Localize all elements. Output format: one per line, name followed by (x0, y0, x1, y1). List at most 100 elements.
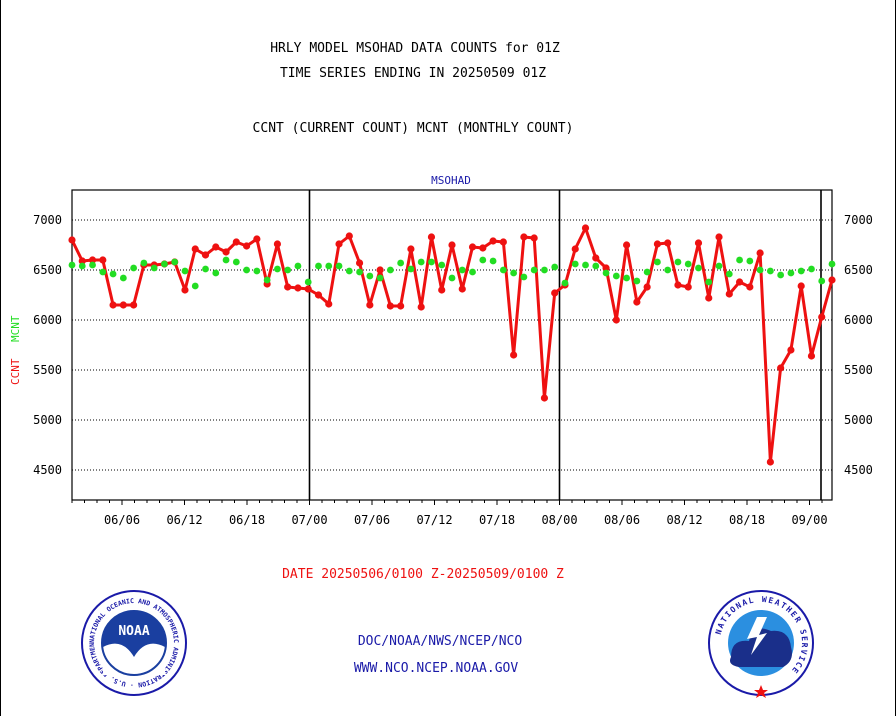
data-point-mcnt (797, 267, 805, 275)
data-point-mcnt (654, 258, 661, 266)
data-point-mcnt (520, 273, 528, 281)
data-point-mcnt (294, 262, 302, 270)
y-tick-label-left: 6000 (33, 313, 62, 327)
data-point-ccnt (510, 351, 518, 359)
x-tick-label: 08/18 (729, 513, 765, 527)
data-point-mcnt (448, 274, 456, 282)
data-point-mcnt (68, 261, 76, 269)
data-point-mcnt (469, 268, 476, 276)
data-point-ccnt (366, 301, 374, 309)
data-point-ccnt (777, 364, 785, 372)
data-point-ccnt (345, 232, 353, 240)
data-point-ccnt (407, 245, 415, 253)
noaa-logo-text: NOAA (118, 624, 149, 639)
data-point-mcnt (787, 269, 795, 277)
data-point-mcnt (109, 270, 117, 278)
data-point-ccnt (325, 300, 333, 308)
data-point-ccnt (78, 257, 86, 265)
data-point-ccnt (592, 254, 600, 262)
data-point-mcnt (99, 268, 107, 276)
data-point-mcnt (89, 261, 96, 269)
website-link[interactable]: WWW.NCO.NCEP.NOAA.GOV (354, 661, 519, 676)
data-point-mcnt (171, 258, 179, 266)
data-point-mcnt (582, 261, 589, 269)
tick-label-layer: 4500 4500 5000 5000 5500 5500 6000 6000 6500 6500… (33, 213, 873, 527)
data-point-ccnt (489, 237, 497, 245)
noaa-gull-icon (103, 643, 165, 675)
data-point-mcnt (695, 264, 702, 272)
data-point-mcnt (366, 272, 374, 280)
data-point-ccnt (674, 281, 682, 289)
y-tick-label-right: 5000 (844, 413, 873, 427)
axis-layer (71, 189, 833, 505)
data-point-mcnt (119, 274, 127, 282)
y-tick-label-left: 5500 (33, 363, 62, 377)
nws-cloud-icon (730, 628, 792, 667)
data-point-ccnt (602, 264, 610, 272)
data-point-ccnt (212, 243, 220, 251)
y-tick-label-right: 6000 (844, 313, 873, 327)
data-point-ccnt (520, 233, 528, 241)
data-point-ccnt (355, 259, 364, 267)
data-point-ccnt (438, 286, 446, 294)
data-point-ccnt (232, 238, 240, 246)
data-point-ccnt (201, 251, 210, 259)
data-point-ccnt (530, 234, 538, 242)
data-point-ccnt (314, 291, 323, 299)
plot-title: MSOHAD (431, 174, 471, 187)
data-point-ccnt (828, 276, 836, 284)
x-tick-label: 06/06 (104, 513, 140, 527)
data-point-mcnt (263, 276, 271, 284)
y-tick-label-right: 6500 (844, 263, 873, 277)
data-point-mcnt (428, 258, 435, 266)
data-point-ccnt (684, 283, 692, 291)
y-tick-label-left: 4500 (33, 463, 62, 477)
data-point-ccnt (746, 283, 754, 291)
data-point-mcnt (438, 261, 446, 269)
data-point-mcnt (212, 269, 220, 277)
data-point-ccnt (612, 316, 620, 324)
data-point-ccnt (335, 240, 343, 248)
x-tick-label: 08/12 (666, 513, 702, 527)
data-point-ccnt (448, 241, 456, 249)
nws-logo[interactable]: NATIONAL WEATHER SERVICE (708, 590, 814, 698)
x-tick-label: 06/12 (166, 513, 202, 527)
data-point-mcnt (397, 259, 405, 267)
data-point-mcnt (161, 260, 168, 268)
data-point-mcnt (376, 274, 384, 282)
data-point-ccnt (756, 249, 764, 257)
data-point-mcnt (345, 267, 353, 275)
data-point-mcnt (777, 271, 785, 279)
data-point-ccnt (581, 224, 590, 232)
data-point-mcnt (284, 266, 292, 274)
nws-star-icon (754, 685, 768, 698)
data-point-ccnt (304, 285, 312, 293)
data-point-mcnt (808, 265, 815, 273)
data-point-mcnt (325, 262, 333, 270)
noaa-logo[interactable]: NATIONAL OCEANIC AND ATMOSPHERIC ADMINIS… (81, 590, 187, 696)
date-range: DATE 20250506/0100 Z-20250509/0100 Z (282, 567, 564, 582)
data-point-ccnt (653, 240, 662, 248)
data-point-ccnt (458, 285, 466, 293)
data-point-mcnt (304, 278, 312, 286)
data-point-ccnt (571, 245, 579, 253)
data-point-ccnt (468, 243, 477, 251)
data-point-ccnt (191, 245, 199, 253)
data-point-ccnt (664, 239, 672, 247)
data-point-ccnt (253, 235, 261, 243)
org-path-link[interactable]: DOC/NOAA/NWS/NCEP/NCO (358, 634, 523, 649)
x-tick-label: 07/18 (479, 513, 515, 527)
data-point-mcnt (274, 265, 281, 273)
data-point-ccnt (766, 458, 774, 466)
x-tick-label: 08/06 (604, 513, 640, 527)
x-tick-label: 07/00 (291, 513, 327, 527)
data-point-ccnt (694, 239, 703, 247)
data-point-ccnt (386, 302, 394, 310)
chart-subtitle: CCNT (CURRENT COUNT) MCNT (MONTHLY COUNT… (253, 121, 574, 136)
data-point-mcnt (130, 264, 138, 272)
data-point-ccnt (787, 346, 795, 354)
grid-layer (72, 219, 832, 471)
data-point-ccnt (181, 286, 189, 294)
data-point-mcnt (664, 266, 672, 274)
